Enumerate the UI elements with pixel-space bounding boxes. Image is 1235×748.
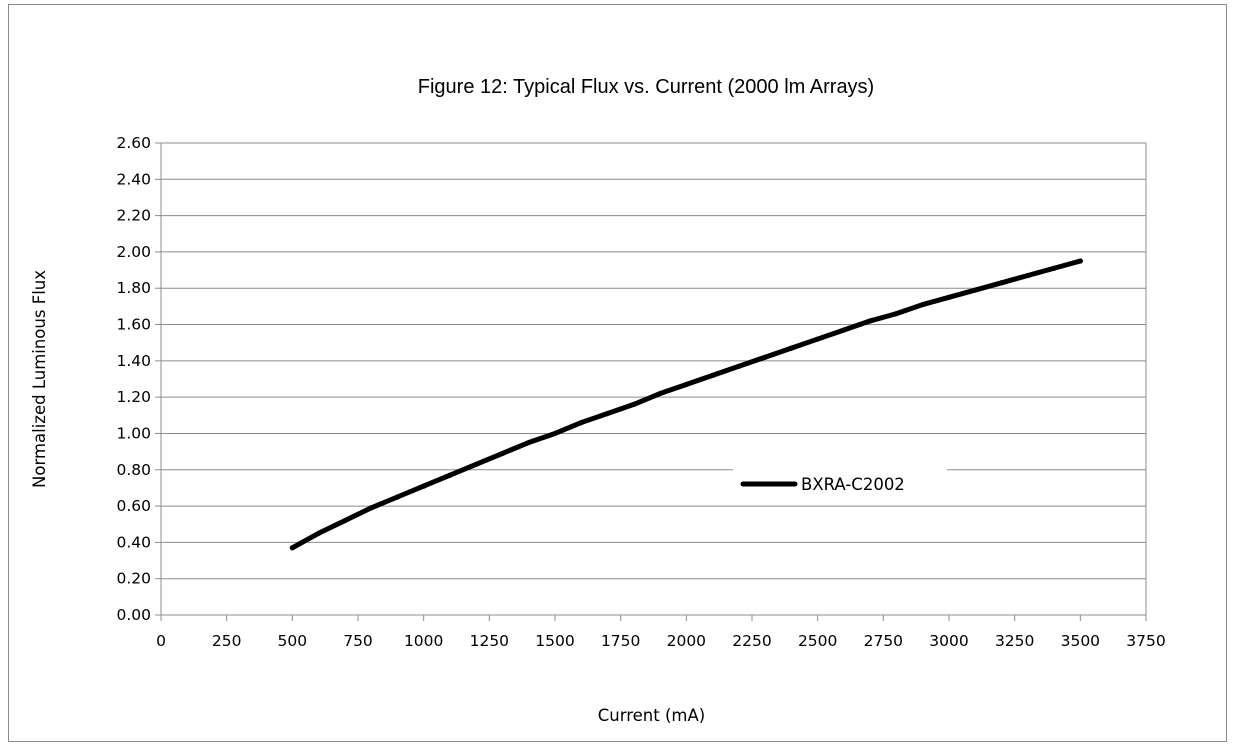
data-point <box>421 483 427 489</box>
y-tick-label: 0.00 <box>116 606 151 624</box>
y-tick-label: 2.40 <box>116 170 151 188</box>
chart-title: Figure 12: Typical Flux vs. Current (200… <box>418 76 874 98</box>
y-tick-label: 0.80 <box>116 461 151 479</box>
legend: BXRA-C2002 <box>733 467 947 501</box>
data-point <box>867 318 873 324</box>
data-point <box>368 505 374 511</box>
data-point <box>604 410 611 417</box>
x-tick-label: 1250 <box>470 632 509 650</box>
data-point <box>342 518 348 524</box>
data-point <box>657 390 663 397</box>
data-point <box>841 327 847 333</box>
x-tick-label: 2000 <box>667 632 706 650</box>
data-point <box>1051 265 1057 271</box>
data-point <box>552 430 558 437</box>
x-tick-label: 3500 <box>1061 632 1100 650</box>
data-point <box>316 530 322 536</box>
y-tick-label: 1.00 <box>116 424 151 442</box>
plot-area <box>160 142 1147 616</box>
data-point <box>762 354 768 360</box>
data-point <box>631 401 637 408</box>
y-tick-label: 0.40 <box>116 533 151 551</box>
x-tick-label: 1750 <box>601 632 640 650</box>
chart-svg: Figure 12: Typical Flux vs. Current (200… <box>30 76 1166 725</box>
data-point <box>473 461 479 467</box>
x-tick-label: 750 <box>343 632 373 650</box>
data-point <box>526 439 532 446</box>
data-point <box>1077 258 1083 264</box>
y-tick-labels: 0.00 0.20 0.40 0.60 0.80 1.00 1.20 1.40 1.60 1.80… <box>116 134 151 624</box>
x-tick-label: 2750 <box>864 632 903 650</box>
data-point <box>394 494 400 500</box>
x-tick-label: 3750 <box>1126 632 1165 650</box>
data-point <box>946 294 952 300</box>
y-tick-label: 2.00 <box>116 243 151 261</box>
x-tick-label: 2500 <box>798 632 837 650</box>
y-tick-label: 2.60 <box>116 134 151 152</box>
data-point <box>998 280 1005 286</box>
y-tick-label: 1.60 <box>116 316 151 334</box>
data-point <box>893 311 900 317</box>
data-point <box>736 363 742 369</box>
y-axis-title: Normalized Luminous Flux <box>30 270 49 488</box>
x-tick-label: 3250 <box>995 632 1034 650</box>
x-tick-label: 1500 <box>535 632 574 650</box>
series-layer <box>289 258 1083 551</box>
x-tick-label: 2250 <box>732 632 771 650</box>
data-point <box>920 301 926 308</box>
gridlines <box>155 142 1147 621</box>
data-point <box>289 545 295 551</box>
data-point <box>710 372 716 378</box>
data-point <box>972 287 978 293</box>
x-tick-label: 3000 <box>929 632 968 650</box>
x-tick-label: 250 <box>212 632 242 650</box>
y-tick-label: 1.80 <box>116 279 151 297</box>
y-tick-label: 2.20 <box>116 207 151 225</box>
legend-label: BXRA-C2002 <box>801 475 905 494</box>
y-tick-label: 0.60 <box>116 497 151 515</box>
series-line <box>289 258 1083 551</box>
data-point <box>447 472 453 478</box>
data-point <box>683 381 689 388</box>
chart-area: Figure 12: Typical Flux vs. Current (200… <box>8 4 1227 742</box>
data-point <box>578 419 584 426</box>
x-tick-labels: 0 250 500 750 1000 1250 1500 1750 2000 2250 2500 27… <box>156 632 1166 650</box>
data-point <box>1025 272 1031 279</box>
x-tick-label: 1000 <box>404 632 443 650</box>
x-tick-label: 500 <box>278 632 308 650</box>
y-tick-label: 1.20 <box>116 388 151 406</box>
y-tick-label: 0.20 <box>116 570 151 588</box>
y-tick-label: 1.40 <box>116 352 151 370</box>
x-tick-label: 0 <box>156 632 166 650</box>
data-point <box>499 450 506 457</box>
data-point <box>788 345 795 351</box>
x-axis-title: Current (mA) <box>598 706 705 725</box>
data-point <box>815 336 821 342</box>
